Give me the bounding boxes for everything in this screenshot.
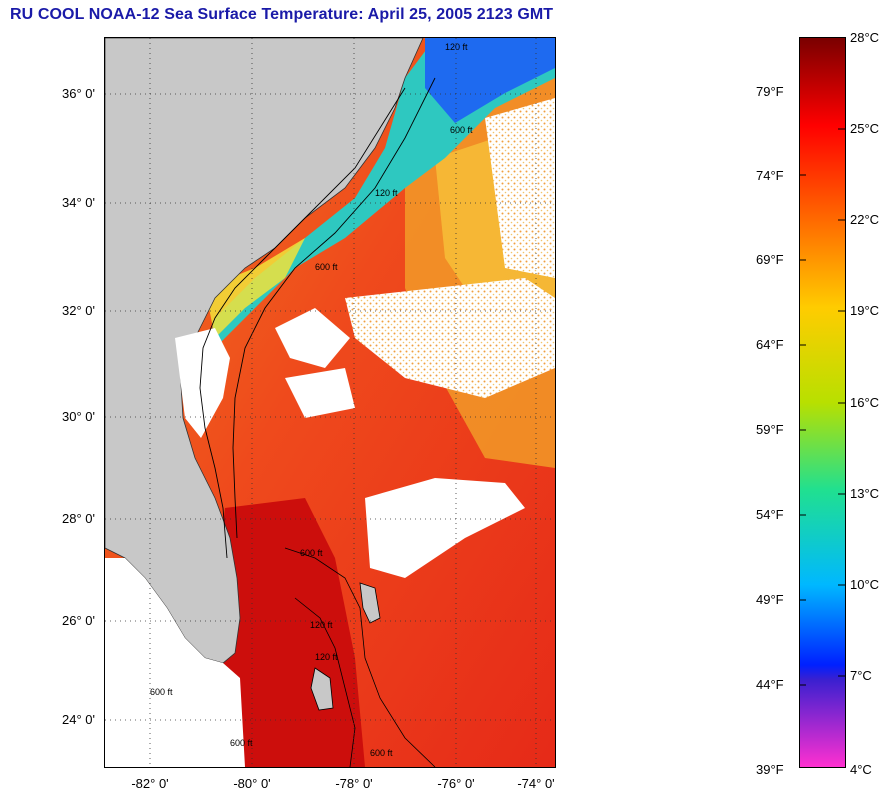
bahamas-island xyxy=(310,667,334,711)
celsius-label: 25°C xyxy=(850,121,880,136)
lat-label: 32° 0' xyxy=(62,303,95,318)
contour-label: 600 ft xyxy=(450,125,473,135)
cloud-coast xyxy=(175,328,230,438)
yellow-shelf xyxy=(205,238,305,338)
cloud-scattered xyxy=(345,278,555,398)
lon-label: -76° 0' xyxy=(437,776,475,791)
lon-label: -80° 0' xyxy=(233,776,271,791)
contour-120ft xyxy=(199,87,406,559)
contour-label: 600 ft xyxy=(315,262,338,272)
contour-bahamas xyxy=(284,547,436,767)
fahrenheit-label: 49°F xyxy=(756,592,784,607)
contour-600ft xyxy=(232,77,436,539)
fahrenheit-label: 54°F xyxy=(756,507,784,522)
fahrenheit-label: 59°F xyxy=(756,422,784,437)
cloud-scattered xyxy=(485,98,555,278)
fahrenheit-label: 44°F xyxy=(756,677,784,692)
contour-bahamas xyxy=(294,597,356,767)
sst-map[interactable]: 120 ft 600 ft 120 ft 600 ft 600 ft 120 f… xyxy=(104,37,556,768)
contour-label: 120 ft xyxy=(375,188,398,198)
contour-label: 600 ft xyxy=(370,748,393,758)
celsius-label: 16°C xyxy=(850,395,880,410)
cold-water xyxy=(425,38,555,123)
lon-label: -74° 0' xyxy=(517,776,555,791)
lat-label: 30° 0' xyxy=(62,409,95,424)
chart-title: RU COOL NOAA-12 Sea Surface Temperature:… xyxy=(10,6,554,23)
celsius-label: 19°C xyxy=(850,303,880,318)
celsius-label: 7°C xyxy=(850,668,872,683)
celsius-label: 13°C xyxy=(850,486,880,501)
lon-label: -78° 0' xyxy=(335,776,373,791)
contour-label: 120 ft xyxy=(315,652,338,662)
fahrenheit-label: 74°F xyxy=(756,168,784,183)
contour-label: 120 ft xyxy=(310,620,333,630)
fahrenheit-label: 64°F xyxy=(756,337,784,352)
lat-label: 36° 0' xyxy=(62,86,95,101)
contour-label: 600 ft xyxy=(300,548,323,558)
lon-label: -82° 0' xyxy=(131,776,169,791)
celsius-label: 28°C xyxy=(850,30,880,45)
shelf-water xyxy=(205,38,555,358)
lat-label: 34° 0' xyxy=(62,195,95,210)
bahamas-island xyxy=(359,582,381,624)
contour-label: 600 ft xyxy=(230,738,253,748)
lat-label: 24° 0' xyxy=(62,712,95,727)
fahrenheit-label: 39°F xyxy=(756,762,784,777)
temperature-colorbar xyxy=(799,37,846,768)
celsius-label: 4°C xyxy=(850,762,872,777)
graticule xyxy=(105,38,555,767)
celsius-label: 10°C xyxy=(850,577,880,592)
cloud-patch xyxy=(285,368,355,418)
fahrenheit-label: 69°F xyxy=(756,252,784,267)
lat-label: 28° 0' xyxy=(62,511,95,526)
cloud-patch xyxy=(275,308,350,368)
sst-map-svg: 120 ft 600 ft 120 ft 600 ft 600 ft 120 f… xyxy=(105,38,555,767)
contour-label: 600 ft xyxy=(150,687,173,697)
contour-label: 120 ft xyxy=(445,42,468,52)
fahrenheit-label: 79°F xyxy=(756,84,784,99)
cloud-band xyxy=(365,478,525,578)
cloud-gulf xyxy=(105,558,245,767)
colorbar-svg xyxy=(800,38,845,767)
lat-label: 26° 0' xyxy=(62,613,95,628)
celsius-label: 22°C xyxy=(850,212,880,227)
